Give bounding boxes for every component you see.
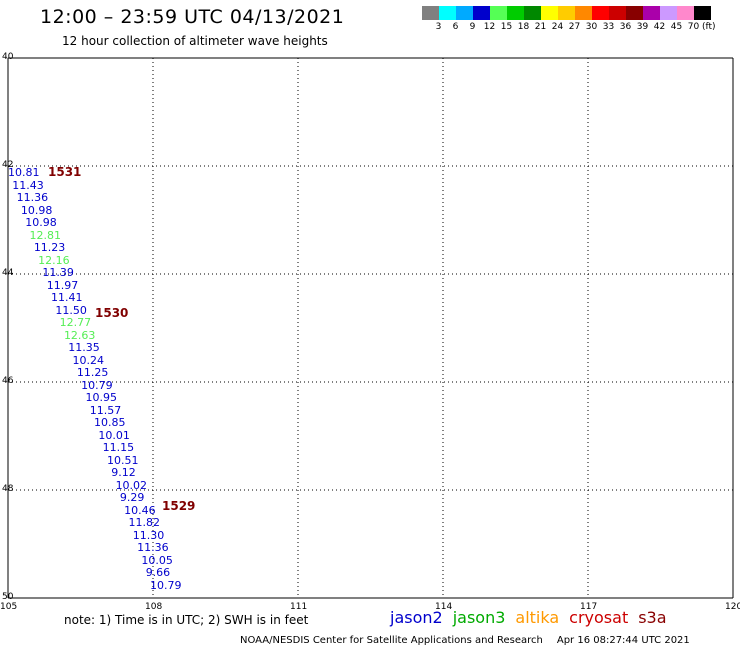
wave-height-label: 10.05 bbox=[141, 553, 173, 567]
wave-height-label: 11.50 bbox=[55, 303, 87, 317]
satellite-legend: jason2 jason3 altika cryosat s3a bbox=[390, 608, 667, 627]
longitude-label: 108 bbox=[145, 602, 163, 612]
wave-height-label: 10.24 bbox=[72, 353, 105, 367]
legend-entry-jason3: jason3 bbox=[452, 608, 506, 627]
wave-height-label: 11.41 bbox=[51, 291, 83, 305]
wave-height-label: 10.81 bbox=[8, 166, 40, 179]
wave-height-label: 10.01 bbox=[98, 428, 130, 442]
colorbar-tick-label: 15 bbox=[500, 22, 513, 32]
latitude-label: 46 bbox=[2, 376, 14, 386]
wave-height-label: 10.85 bbox=[94, 416, 126, 430]
colorbar-swatch bbox=[507, 6, 524, 20]
wave-height-label: 9.66 bbox=[145, 566, 171, 580]
wave-height-label: 10.98 bbox=[20, 203, 53, 217]
colorbar-swatch bbox=[643, 6, 660, 20]
wave-height-label: 10.51 bbox=[106, 453, 139, 467]
wave-height-label: 11.35 bbox=[68, 341, 100, 355]
wave-height-label: 11.39 bbox=[42, 266, 74, 280]
colorbar-swatch bbox=[490, 6, 507, 20]
pass-number-label: 1529 bbox=[162, 499, 196, 513]
wave-height-label: 10.95 bbox=[85, 391, 117, 405]
longitude-label: 114 bbox=[435, 602, 453, 612]
wave-height-label: 10.46 bbox=[124, 503, 156, 517]
wave-height-label: 11.23 bbox=[33, 241, 66, 255]
colorbar-swatch bbox=[524, 6, 541, 20]
legend-entry-cryosat: cryosat bbox=[569, 608, 629, 627]
wave-height-label: 12.63 bbox=[63, 328, 96, 342]
pass-number-label: 1531 bbox=[48, 165, 82, 179]
latitude-label: 50 bbox=[2, 592, 14, 602]
wave-height-label: 10.02 bbox=[115, 478, 148, 492]
colorbar-swatch bbox=[473, 6, 490, 20]
longitude-label: 120 bbox=[725, 602, 740, 612]
wave-height-label: 11.97 bbox=[46, 278, 79, 292]
colorbar-tick-label: 3 bbox=[435, 22, 442, 32]
pass-number-label: 1530 bbox=[95, 306, 129, 320]
wave-height-label: 10.79 bbox=[150, 579, 182, 592]
latitude-label: 42 bbox=[2, 160, 14, 170]
colorbar-swatch bbox=[456, 6, 473, 20]
colorbar-tick-label: 21 bbox=[534, 22, 547, 32]
generated-timestamp: Apr 16 08:27:44 UTC 2021 bbox=[556, 635, 690, 646]
colorbar-unit: (ft) bbox=[702, 22, 716, 32]
colorbar-tick-label: 30 bbox=[585, 22, 598, 32]
wave-height-label: 11.43 bbox=[12, 178, 44, 192]
colorbar-tick-label: 42 bbox=[653, 22, 666, 32]
colorbar-swatch bbox=[439, 6, 456, 20]
colorbar-tick-label: 36 bbox=[619, 22, 632, 32]
colorbar-swatch bbox=[626, 6, 643, 20]
wave-height-label: 9.12 bbox=[111, 466, 136, 480]
credit-text: NOAA/NESDIS Center for Satellite Applica… bbox=[240, 635, 543, 646]
wave-height-label: 12.81 bbox=[29, 228, 62, 242]
wave-height-label: 11.36 bbox=[16, 191, 49, 205]
wave-height-label: 9.29 bbox=[119, 491, 145, 505]
colorbar-tick-label: 18 bbox=[517, 22, 530, 32]
wave-height-label: 11.36 bbox=[137, 541, 169, 555]
colorbar-tick-label: 27 bbox=[568, 22, 581, 32]
colorbar-swatch bbox=[694, 6, 711, 20]
colorbar-swatch bbox=[558, 6, 575, 20]
colorbar-tick-label: 33 bbox=[602, 22, 615, 32]
latitude-label: 40 bbox=[2, 52, 14, 62]
colorbar-tick-label: 24 bbox=[551, 22, 564, 32]
wave-height-label: 11.30 bbox=[132, 528, 165, 542]
colorbar-tick-label: 9 bbox=[469, 22, 476, 32]
longitude-label: 105 bbox=[0, 602, 18, 612]
credit-line: NOAA/NESDIS Center for Satellite Applica… bbox=[240, 635, 690, 646]
wave-height-label: 12.77 bbox=[59, 316, 92, 330]
latitude-label: 44 bbox=[2, 268, 14, 278]
colorbar-tick-label: 70 bbox=[687, 22, 700, 32]
legend-entry-jason2: jason2 bbox=[390, 608, 443, 627]
legend-entry-altika: altika bbox=[515, 608, 560, 627]
colorbar-tick-label: 45 bbox=[670, 22, 683, 32]
colorbar-swatch bbox=[422, 6, 439, 20]
wave-height-label: 10.98 bbox=[25, 216, 57, 230]
colorbar-swatch bbox=[660, 6, 677, 20]
wave-height-label: 11.25 bbox=[76, 366, 109, 380]
colorbar-labels: 3 6 9 12 15 18 21 24 27 30 33 36 39 42 45 70 (ft) bbox=[422, 22, 716, 32]
colorbar-swatch bbox=[677, 6, 694, 20]
longitude-label: 117 bbox=[580, 602, 598, 612]
wave-height-label: 11.82 bbox=[128, 516, 160, 530]
wave-height-label: 11.15 bbox=[102, 441, 135, 455]
colorbar-swatch bbox=[609, 6, 626, 20]
map-title: 12:00 – 23:59 UTC 04/13/2021 bbox=[40, 6, 345, 28]
wave-height-label: 11.57 bbox=[89, 403, 122, 417]
wave-height-label: 10.79 bbox=[81, 378, 113, 392]
map-subtitle: 12 hour collection of altimeter wave hei… bbox=[62, 34, 328, 48]
latitude-label: 48 bbox=[2, 484, 14, 494]
longitude-label: 111 bbox=[290, 602, 308, 612]
colorbar-swatch bbox=[592, 6, 609, 20]
colorbar-tick-label: 39 bbox=[636, 22, 649, 32]
colorbar-tick-label: 12 bbox=[483, 22, 496, 32]
footer-note: note: 1) Time is in UTC; 2) SWH is in fe… bbox=[64, 613, 309, 627]
colorbar-swatch bbox=[575, 6, 592, 20]
colorbar-swatch bbox=[541, 6, 558, 20]
colorbar bbox=[422, 6, 711, 20]
wave-height-label: 12.16 bbox=[38, 253, 70, 267]
legend-entry-s3a: s3a bbox=[638, 608, 667, 627]
colorbar-tick-label: 6 bbox=[452, 22, 459, 32]
